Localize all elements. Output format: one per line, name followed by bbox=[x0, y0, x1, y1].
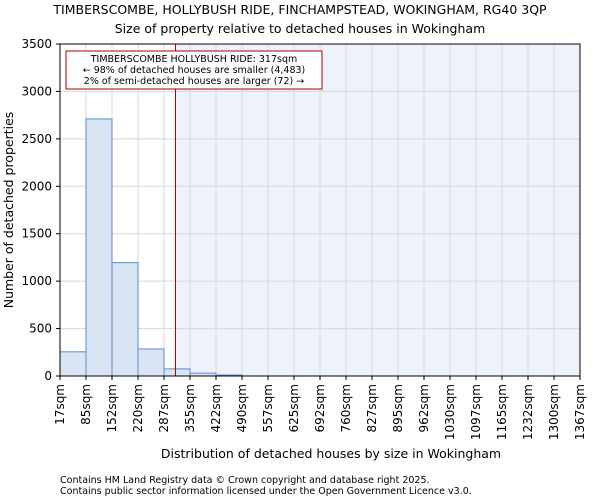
annotation-box: TIMBERSCOMBE HOLLYBUSH RIDE: 317sqm ← 98… bbox=[65, 50, 323, 90]
y-tick-label: 2500 bbox=[21, 132, 52, 146]
x-tick-label: 490sqm bbox=[235, 384, 249, 432]
y-tick-label: 1500 bbox=[21, 227, 52, 241]
x-tick-label: 1232sqm bbox=[521, 384, 535, 440]
y-axis-label: Number of detached properties bbox=[1, 112, 16, 309]
x-tick-label: 152sqm bbox=[105, 384, 119, 432]
y-tick-label: 0 bbox=[44, 369, 52, 383]
larger-region-shade bbox=[175, 44, 580, 376]
x-tick-label: 692sqm bbox=[313, 384, 327, 432]
x-tick-label: 760sqm bbox=[339, 384, 353, 432]
x-tick-label: 85sqm bbox=[79, 384, 93, 425]
x-tick-label: 1300sqm bbox=[547, 384, 561, 440]
y-tick-label: 2000 bbox=[21, 179, 52, 193]
x-tick-label: 1165sqm bbox=[495, 384, 509, 440]
histogram-bar bbox=[163, 368, 191, 377]
x-tick-label: 827sqm bbox=[365, 384, 379, 432]
x-tick-label: 220sqm bbox=[131, 384, 145, 432]
x-tick-label: 625sqm bbox=[287, 384, 301, 432]
y-tick-label: 3500 bbox=[21, 37, 52, 51]
annotation-line-3: 2% of semi-detached houses are larger (7… bbox=[84, 76, 304, 87]
x-tick-label: 1097sqm bbox=[469, 384, 483, 440]
x-tick-label: 355sqm bbox=[183, 384, 197, 432]
x-tick-label: 422sqm bbox=[209, 384, 223, 432]
histogram-bar bbox=[137, 348, 165, 377]
y-tick-label: 3000 bbox=[21, 84, 52, 98]
histogram-bar bbox=[85, 118, 113, 377]
footer-line-1: Contains HM Land Registry data © Crown c… bbox=[60, 475, 430, 486]
chart-subtitle: Size of property relative to detached ho… bbox=[115, 21, 486, 36]
x-tick-label: 287sqm bbox=[157, 384, 171, 432]
x-tick-label: 962sqm bbox=[417, 384, 431, 432]
chart-title: TIMBERSCOMBE, HOLLYBUSH RIDE, FINCHAMPST… bbox=[52, 2, 547, 17]
histogram-bar bbox=[111, 262, 139, 377]
histogram-bar bbox=[59, 351, 87, 377]
x-tick-label: 17sqm bbox=[53, 384, 67, 425]
x-tick-label: 557sqm bbox=[261, 384, 275, 432]
annotation-line-2: ← 98% of detached houses are smaller (4,… bbox=[83, 65, 306, 76]
x-tick-label: 895sqm bbox=[391, 384, 405, 432]
footer-line-2: Contains public sector information licen… bbox=[60, 486, 472, 497]
annotation-line-1: TIMBERSCOMBE HOLLYBUSH RIDE: 317sqm bbox=[90, 54, 298, 65]
y-tick-label: 1000 bbox=[21, 274, 52, 288]
x-tick-label: 1030sqm bbox=[443, 384, 457, 440]
y-tick-label: 500 bbox=[29, 322, 52, 336]
x-tick-label: 1367sqm bbox=[573, 384, 587, 440]
x-axis-label: Distribution of detached houses by size … bbox=[161, 446, 501, 461]
